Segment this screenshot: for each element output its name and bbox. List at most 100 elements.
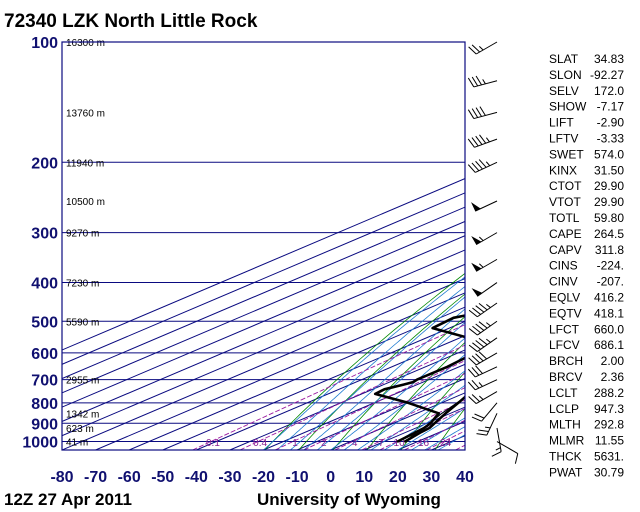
wind-barb [471, 282, 498, 297]
isotherm-line [62, 235, 465, 408]
height-label: 9270 m [66, 229, 99, 240]
pressure-tick-label: 500 [31, 314, 58, 331]
moist-adiabat-line [290, 296, 465, 450]
wind-barb [467, 365, 498, 378]
pressure-tick-label: 300 [31, 226, 58, 243]
index-value: 30.79 [594, 465, 624, 479]
mixing-ratio-label: 4 [352, 438, 358, 449]
index-value: 292.8 [594, 418, 624, 432]
height-label: 16300 m [66, 38, 105, 49]
index-value: -224. [597, 259, 624, 273]
index-value: 11.55 [595, 434, 624, 448]
index-value: 34.83 [594, 52, 624, 66]
index-name: THCK [549, 450, 582, 464]
index-name: EQTV [549, 306, 582, 320]
index-name: LCLP [549, 402, 579, 416]
wind-barb [476, 413, 498, 436]
pressure-tick-label: 100 [31, 35, 58, 52]
index-name: CTOT [549, 179, 582, 193]
isotherm-line [263, 363, 465, 450]
height-label: 2955 m [66, 376, 99, 387]
moist-adiabat-line [276, 285, 465, 450]
wind-barb [471, 258, 498, 272]
wind-barb [496, 441, 519, 464]
index-name: LCLT [549, 386, 578, 400]
mixing-ratio-line [192, 324, 465, 450]
index-value: -7.17 [597, 100, 625, 114]
index-name: SELV [549, 84, 579, 98]
moist-adiabat-line [357, 370, 465, 450]
wind-barb [468, 351, 498, 366]
footer-source: University of Wyoming [257, 490, 441, 509]
index-name: LFCV [549, 338, 580, 352]
temperature-tick-label: 20 [389, 469, 407, 486]
isotherm-line [196, 335, 465, 450]
index-name: SLAT [549, 52, 579, 66]
wind-barb [468, 302, 498, 318]
index-name: BRCH [549, 354, 583, 368]
index-name: CINS [549, 259, 578, 273]
mixing-ratio-line [404, 419, 465, 450]
wind-barb [491, 427, 502, 457]
dry-adiabat-line [332, 316, 465, 450]
dry-adiabat-line [298, 293, 465, 450]
temperature-tick-label: -10 [286, 469, 309, 486]
index-value: 574.0 [594, 147, 624, 161]
dry-adiabat-line [366, 341, 465, 450]
temperature-tick-label: 40 [456, 469, 474, 486]
dry-adiabat-line [434, 407, 465, 450]
height-label: 11940 m [66, 158, 104, 169]
plot-frame [61, 41, 466, 451]
temperature-tick-label: -50 [151, 469, 174, 486]
index-name: MLMR [549, 434, 585, 448]
height-label: 41 m [66, 438, 88, 449]
index-name: BRCV [549, 370, 582, 384]
mixing-ratio-line [239, 344, 465, 450]
mixing-ratio-label: 0.1 [206, 438, 220, 449]
index-value: 31.50 [594, 163, 624, 177]
temperature-tick-label: 30 [423, 469, 441, 486]
index-value: 288.2 [594, 386, 624, 400]
height-label: 10500 m [66, 197, 105, 208]
pressure-tick-label: 700 [31, 373, 58, 390]
height-label: 5590 m [66, 317, 99, 328]
isotherm-line [62, 206, 465, 380]
isotherm-line [62, 249, 465, 422]
index-name: EQLV [549, 291, 580, 305]
isotherm-line [162, 320, 465, 450]
index-value: 416.2 [594, 291, 624, 305]
mixing-ratio-label: 10 [394, 438, 406, 449]
temperature-tick-label: -70 [84, 469, 107, 486]
wind-barb [468, 391, 498, 405]
chart-title: 72340 LZK North Little Rock [4, 11, 258, 32]
mixing-ratio-label: 2 [321, 438, 327, 449]
index-value: 172.0 [594, 84, 624, 98]
isotherm-line [229, 349, 465, 450]
index-value: 264.5 [594, 227, 624, 241]
index-name: VTOT [549, 195, 581, 209]
isotherm-line [62, 220, 465, 394]
isotherm-line [128, 306, 465, 450]
index-name: SHOW [549, 100, 587, 114]
isotherm-line [62, 263, 465, 437]
isotherm-line [296, 378, 465, 450]
index-name: SLON [549, 68, 582, 82]
isotherm-line [62, 192, 465, 365]
wind-barb [471, 200, 498, 212]
moist-adiabat-line [303, 308, 465, 450]
temperature-tick-label: -20 [252, 469, 275, 486]
mixing-ratio-line [274, 360, 465, 450]
mixing-ratio-label: 1 [292, 438, 298, 449]
wind-barb [468, 337, 498, 352]
dry-adiabat-line [264, 272, 465, 450]
moist-adiabat-line [330, 337, 465, 450]
mixing-ratio-line [303, 373, 465, 450]
wind-barb [471, 402, 498, 422]
isotherm-line [62, 178, 465, 351]
index-name: LFCT [549, 322, 580, 336]
moist-adiabat-line [370, 384, 465, 450]
wind-barb [467, 134, 498, 148]
moist-adiabat-line [397, 407, 465, 450]
isotherm-line [62, 278, 465, 450]
index-value: 947.3 [594, 402, 624, 416]
